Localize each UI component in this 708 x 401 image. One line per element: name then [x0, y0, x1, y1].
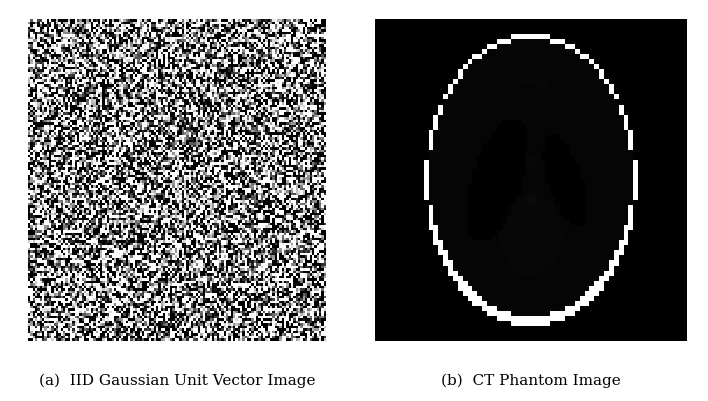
- Text: (a)  IID Gaussian Unit Vector Image: (a) IID Gaussian Unit Vector Image: [39, 373, 315, 387]
- Text: (b)  CT Phantom Image: (b) CT Phantom Image: [441, 373, 621, 387]
